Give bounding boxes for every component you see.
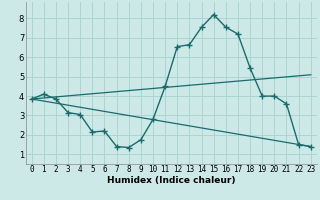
X-axis label: Humidex (Indice chaleur): Humidex (Indice chaleur) <box>107 176 236 185</box>
